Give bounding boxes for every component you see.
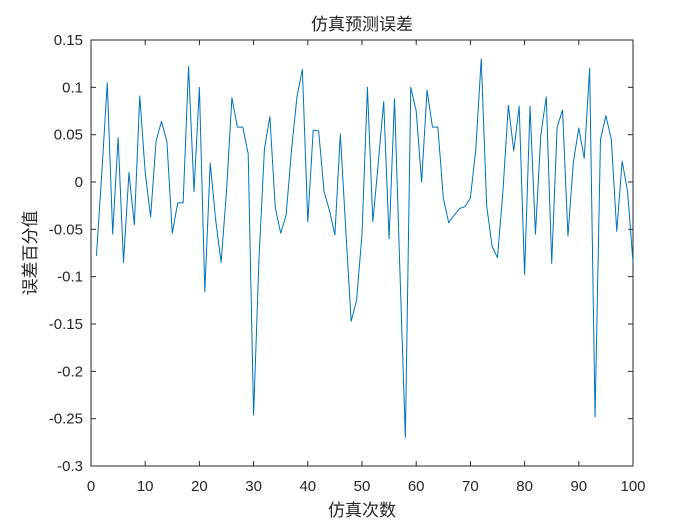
y-tick-label: 0.15 xyxy=(54,32,83,49)
ticks-layer: 0 10 20 30 40 50 60 70 80 90 100 0.15 0.1 0.05 0 -0.05 -… xyxy=(49,32,646,495)
x-tick-label: 30 xyxy=(245,478,262,495)
x-tick-label: 10 xyxy=(137,478,154,495)
x-tick-label: 0 xyxy=(87,478,95,495)
x-tick-label: 40 xyxy=(299,478,316,495)
y-tick-label: 0 xyxy=(75,174,83,191)
x-axis-title: 仿真次数 xyxy=(328,501,396,521)
x-tick-label: 80 xyxy=(516,478,533,495)
y-tick-label: -0.15 xyxy=(49,316,83,333)
series-line xyxy=(95,58,634,439)
y-tick-label: 0.1 xyxy=(62,79,83,96)
x-tick-label: 20 xyxy=(191,478,208,495)
x-tick-label: 60 xyxy=(408,478,425,495)
y-tick-label: -0.05 xyxy=(49,221,83,238)
chart-title: 仿真预测误差 xyxy=(311,15,413,35)
x-tick-label: 50 xyxy=(354,478,371,495)
x-tick-label: 90 xyxy=(570,478,587,495)
x-tick-label: 70 xyxy=(462,478,479,495)
y-axis-title: 误差百分值 xyxy=(21,211,41,296)
y-tick-label: -0.3 xyxy=(57,458,83,475)
y-tick-label: -0.25 xyxy=(49,411,83,428)
x-tick-label: 100 xyxy=(620,478,645,495)
y-tick-label: -0.1 xyxy=(57,269,83,286)
series-layer xyxy=(95,58,634,439)
y-tick-label: 0.05 xyxy=(54,127,83,144)
y-tick-label: -0.2 xyxy=(57,363,83,380)
